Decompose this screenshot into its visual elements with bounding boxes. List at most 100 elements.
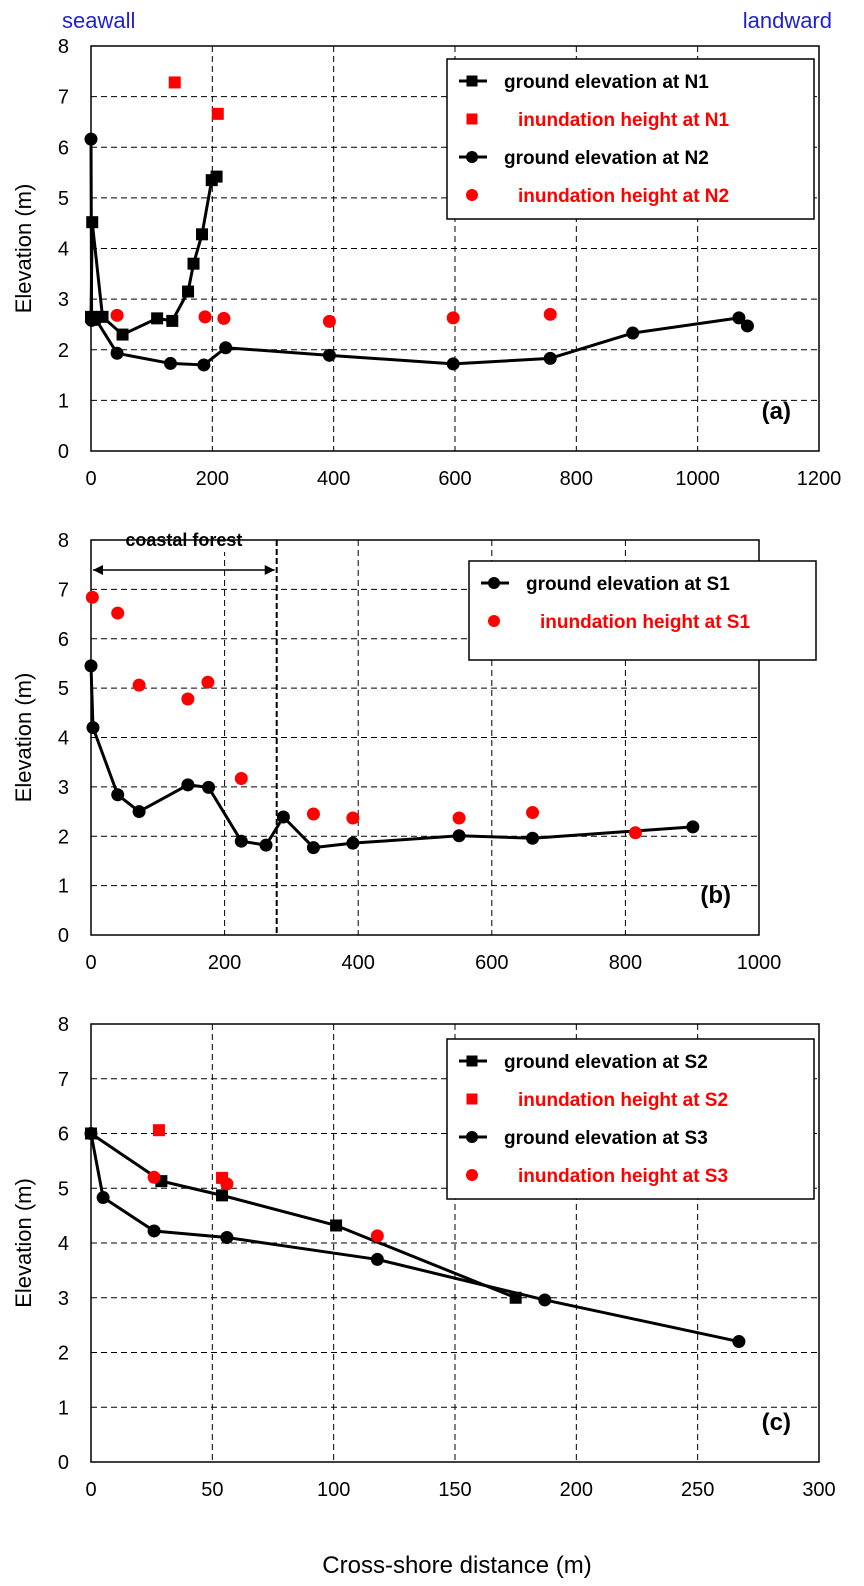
legend-entry-label: inundation height at N2 xyxy=(518,186,729,207)
data-point xyxy=(210,170,223,183)
data-point xyxy=(220,1231,234,1245)
data-point xyxy=(626,326,640,340)
legend-marker xyxy=(466,1055,478,1067)
y-tick-label: 3 xyxy=(58,777,69,799)
legend: ground elevation at S1 inundation height … xyxy=(468,560,817,661)
data-point xyxy=(132,805,146,819)
data-point xyxy=(543,351,557,365)
header-seawall-label: seawall xyxy=(62,8,135,33)
data-point xyxy=(116,328,129,341)
x-tick-label: 100 xyxy=(317,1479,350,1501)
legend-box xyxy=(446,58,815,220)
x-tick-label: 200 xyxy=(196,468,229,490)
legend-box xyxy=(468,560,817,661)
series-ground-elevation-at-n1 xyxy=(85,170,223,341)
y-tick-label: 4 xyxy=(58,728,69,750)
legend: ground elevation at N1 inundation height … xyxy=(446,58,815,220)
data-point xyxy=(370,1252,384,1266)
series-inundation-height-at-n1 xyxy=(168,76,224,120)
header-landward-label: landward xyxy=(743,8,832,33)
legend-entry-label: ground elevation at N2 xyxy=(504,148,709,169)
y-axis-title: Elevation (m) xyxy=(11,1178,36,1308)
y-tick-label: 8 xyxy=(58,1014,69,1036)
data-point xyxy=(197,358,211,372)
data-point xyxy=(187,257,200,270)
panel-a: 0 200 400 600 800 1000 1200 0 1 2 3 4 5 6 7 8 Elevation … xyxy=(11,36,841,490)
x-tick-label: 400 xyxy=(342,952,375,974)
legend-marker xyxy=(466,75,478,87)
x-tick-label: 50 xyxy=(201,1479,223,1501)
x-tick-label: 300 xyxy=(802,1479,835,1501)
y-tick-label: 3 xyxy=(58,1288,69,1310)
x-tick-label: 600 xyxy=(475,952,508,974)
x-tick-label: 1000 xyxy=(737,952,782,974)
x-tick-label: 250 xyxy=(681,1479,714,1501)
legend-marker xyxy=(488,615,500,627)
data-point xyxy=(234,834,248,848)
y-tick-label: 8 xyxy=(58,36,69,58)
legend-entry-label: inundation height at S2 xyxy=(518,1090,728,1111)
series-inundation-height-at-n2 xyxy=(110,307,557,328)
y-tick-label: 7 xyxy=(58,579,69,601)
y-tick-label: 5 xyxy=(58,1178,69,1200)
data-point xyxy=(211,107,224,120)
legend-marker xyxy=(466,1093,478,1105)
data-point xyxy=(147,1170,161,1184)
legend-marker xyxy=(466,151,478,163)
data-point xyxy=(234,771,248,785)
y-tick-label: 1 xyxy=(58,876,69,898)
y-tick-label: 8 xyxy=(58,530,69,552)
y-axis-title: Elevation (m) xyxy=(11,184,36,314)
legend-entry-label: ground elevation at N1 xyxy=(504,72,709,93)
x-tick-label: 150 xyxy=(438,1479,471,1501)
series-ground-elevation-at-n2 xyxy=(84,132,754,372)
data-point xyxy=(276,810,290,824)
y-tick-label: 7 xyxy=(58,1069,69,1091)
x-tick-label: 0 xyxy=(85,1479,96,1501)
y-tick-label: 2 xyxy=(58,1343,69,1365)
legend-box xyxy=(446,1038,815,1200)
legend-marker xyxy=(466,189,478,201)
data-point xyxy=(543,307,557,321)
x-tick-label: 200 xyxy=(208,952,241,974)
coastal-forest-arrow-right xyxy=(264,565,275,575)
data-point xyxy=(538,1293,552,1307)
legend-marker xyxy=(466,113,478,125)
data-point xyxy=(166,314,179,327)
data-point xyxy=(628,826,642,840)
coastal-forest-arrow-left xyxy=(93,565,103,575)
data-point xyxy=(111,788,125,802)
y-tick-label: 5 xyxy=(58,678,69,700)
data-point xyxy=(322,314,336,328)
x-tick-label: 400 xyxy=(317,468,350,490)
y-tick-label: 5 xyxy=(58,188,69,210)
data-point xyxy=(168,76,181,89)
series-ground-elevation-at-s3 xyxy=(84,1127,746,1349)
data-point xyxy=(732,311,746,325)
legend-entry-label: ground elevation at S1 xyxy=(526,574,730,595)
data-point xyxy=(509,1291,522,1304)
data-point xyxy=(452,829,466,843)
data-point xyxy=(84,659,98,673)
data-point xyxy=(732,1335,746,1349)
data-point xyxy=(306,841,320,855)
x-tick-label: 1000 xyxy=(675,468,720,490)
series-inundation-height-at-s1 xyxy=(85,590,642,840)
data-point xyxy=(346,811,360,825)
data-point xyxy=(370,1229,384,1243)
data-point xyxy=(96,1191,110,1205)
data-point xyxy=(132,678,146,692)
data-point xyxy=(201,675,215,689)
data-point xyxy=(202,780,216,794)
y-tick-label: 6 xyxy=(58,137,69,159)
y-tick-label: 4 xyxy=(58,1233,69,1255)
data-point xyxy=(111,606,125,620)
data-point xyxy=(86,721,100,735)
series-inundation-height-at-s3 xyxy=(147,1170,384,1243)
x-tick-label: 200 xyxy=(560,1479,593,1501)
data-point xyxy=(151,312,164,325)
legend-entry-label: inundation height at S3 xyxy=(518,1166,728,1187)
data-point xyxy=(452,811,466,825)
legend: ground elevation at S2 inundation height … xyxy=(446,1038,815,1200)
